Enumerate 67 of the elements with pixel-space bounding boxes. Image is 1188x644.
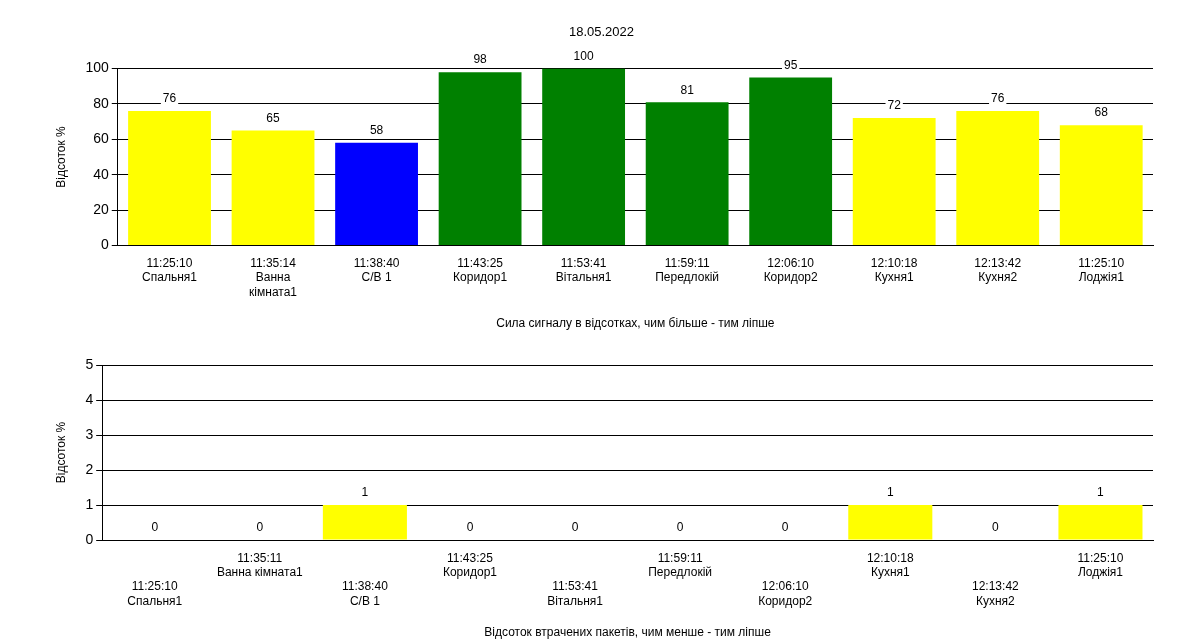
y-tick-label: 60 xyxy=(93,130,109,147)
bar xyxy=(645,102,729,245)
data-label: 1 xyxy=(361,485,369,500)
data-label: 76 xyxy=(162,91,177,106)
bar xyxy=(749,77,833,245)
y-tick-label: 1 xyxy=(85,495,94,512)
data-label: 98 xyxy=(473,52,488,67)
x-tick-label: 11:25:10 Лоджія1 xyxy=(1078,255,1125,285)
x-tick-label: 12:10:18 Кухня1 xyxy=(866,550,914,579)
data-label: 58 xyxy=(369,123,384,138)
y-tick-label: 5 xyxy=(85,355,94,372)
x-tick-label: 11:38:40 С/В 1 xyxy=(341,579,389,608)
y-tick-label: 100 xyxy=(85,59,109,76)
y-tick-label: 0 xyxy=(100,236,109,253)
data-label: 100 xyxy=(573,48,594,63)
x-axis-title: Сила сигналу в відсотках, чим більше - тим ліпше xyxy=(496,316,775,331)
data-label: 81 xyxy=(680,82,695,97)
data-label: 0 xyxy=(992,520,1000,535)
x-tick-label: 11:53:41 Вітальня1 xyxy=(555,255,612,285)
y-axis-title: Відсоток % xyxy=(53,421,68,484)
bar xyxy=(852,118,936,245)
x-tick-label: 11:35:11 Ванна кімната1 xyxy=(216,550,304,579)
data-label: 68 xyxy=(1094,105,1109,120)
data-label: 95 xyxy=(783,57,798,72)
data-label: 76 xyxy=(991,91,1005,106)
data-label: 0 xyxy=(466,520,474,535)
x-tick-label: 11:59:11 Передлокій xyxy=(655,255,720,285)
data-label: 72 xyxy=(887,98,902,113)
y-tick-label: 0 xyxy=(85,530,94,547)
bar xyxy=(1059,125,1143,245)
data-label: 0 xyxy=(151,520,159,535)
x-tick-label: 12:06:10 Коридор2 xyxy=(758,579,813,608)
x-axis-title: Відсоток втрачених пакетів, чим менше - тим ліпше xyxy=(484,625,772,640)
x-tick-label: 11:43:25 Коридор1 xyxy=(442,550,498,579)
x-tick-label: 11:25:10 Спальня1 xyxy=(142,255,198,285)
x-tick-label: 11:38:40 С/В 1 xyxy=(353,255,400,285)
x-tick-label: 11:25:10 Лоджія1 xyxy=(1077,550,1124,579)
x-tick-label: 12:10:18 Кухня1 xyxy=(870,255,918,285)
x-tick-label: 11:25:10 Спальня1 xyxy=(127,579,183,608)
bar xyxy=(128,111,211,245)
x-tick-label: 12:13:42 Кухня2 xyxy=(972,579,1020,608)
data-label: 0 xyxy=(571,520,579,535)
data-label: 1 xyxy=(886,485,894,500)
data-label: 0 xyxy=(781,520,789,535)
y-tick-label: 40 xyxy=(93,165,109,182)
bar xyxy=(956,111,1040,245)
y-tick-label: 2 xyxy=(85,460,94,477)
x-tick-label: 12:13:42 Кухня2 xyxy=(974,255,1022,285)
x-tick-label: 11:43:25 Коридор1 xyxy=(453,255,508,285)
x-tick-label: 11:59:11 Передлокій xyxy=(648,550,713,579)
y-tick-label: 3 xyxy=(85,425,94,442)
y-tick-label: 4 xyxy=(85,390,94,407)
data-label: 65 xyxy=(266,110,281,125)
bar xyxy=(438,72,522,245)
data-label: 0 xyxy=(676,520,684,535)
bar xyxy=(542,68,626,245)
chart-title: 18.05.2022 xyxy=(568,24,635,40)
data-label: 0 xyxy=(256,520,264,535)
y-tick-label: 80 xyxy=(93,94,109,111)
x-tick-label: 12:06:10 Коридор2 xyxy=(763,255,819,285)
data-label: 1 xyxy=(1097,485,1105,500)
x-tick-label: 11:53:41 Вітальня1 xyxy=(547,579,604,608)
y-tick-label: 20 xyxy=(93,200,109,217)
bar xyxy=(335,142,418,245)
bar xyxy=(231,130,315,245)
x-tick-label: 11:35:14 Ванна кімната1 xyxy=(249,255,298,299)
y-axis-title: Відсоток % xyxy=(53,125,68,188)
